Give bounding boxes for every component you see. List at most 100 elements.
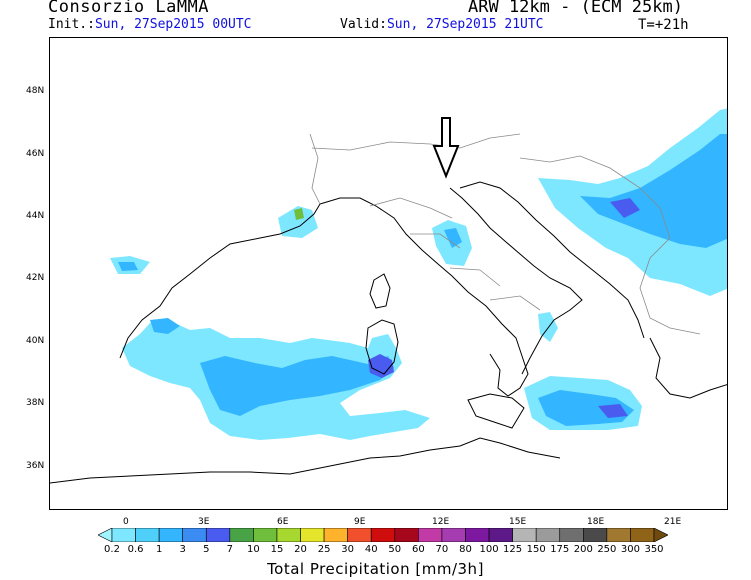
colorbar-swatch — [535, 528, 561, 542]
colorbar-swatch — [347, 528, 372, 542]
coastline-corsica — [369, 273, 391, 309]
valid-value: Sun, 27Sep2015 21UTC — [386, 17, 544, 32]
lon-label: 12E — [432, 517, 450, 527]
colorbar-threshold-label: 3 — [179, 544, 186, 555]
lead-time: T=+21h — [638, 17, 689, 33]
precipitation-areas — [110, 108, 727, 440]
colorbar-swatch — [488, 528, 513, 542]
border-france-italy — [309, 133, 321, 205]
colorbar-swatch — [158, 528, 183, 542]
colorbar-threshold-label: 50 — [388, 544, 402, 555]
lon-label: 15E — [509, 517, 527, 527]
lat-label: 42N — [26, 273, 45, 283]
precip-area-west-med-core — [200, 356, 394, 416]
colorbar-swatch — [394, 528, 419, 542]
precip-area-balearic — [150, 318, 180, 334]
precipitation-map — [49, 37, 728, 510]
colorbar-threshold-label: 70 — [435, 544, 449, 555]
colorbar-threshold-label: 15 — [270, 544, 284, 555]
lon-label: 21E — [664, 517, 682, 527]
lon-label: 0 — [123, 517, 129, 527]
colorbar-threshold-label: 10 — [247, 544, 260, 555]
colorbar-threshold-label: 1 — [155, 544, 163, 555]
colorbar-high-triangle — [653, 528, 668, 542]
colorbar-threshold-label: 80 — [459, 544, 472, 555]
init-label: Init.: — [48, 17, 95, 32]
app-title: Consorzio LaMMA — [48, 0, 210, 17]
colorbar-swatch — [370, 528, 396, 542]
colorbar-swatch — [276, 528, 301, 542]
precip-area-spain-east-core — [118, 262, 138, 271]
colorbar-threshold-label: 0.2 — [104, 544, 120, 555]
colorbar-threshold-label: 25 — [317, 544, 331, 555]
colorbar-swatch — [583, 528, 608, 542]
colorbar-title: Total Precipitation [mm/3h] — [267, 560, 484, 578]
precip-area-balkans-max — [610, 198, 640, 218]
init-time: Init.:Sun, 27Sep2015 00UTC — [48, 17, 252, 32]
colorbar-threshold-label: 200 — [573, 544, 593, 555]
precip-area-balkans-core — [580, 134, 727, 248]
valid-label: Valid: — [340, 17, 387, 32]
lon-label: 18E — [587, 517, 605, 527]
colorbar-swatch — [512, 528, 537, 542]
colorbar-swatch — [606, 528, 631, 542]
lat-label: 40N — [26, 336, 45, 346]
precip-area-sardinia — [368, 354, 394, 378]
init-value: Sun, 27Sep2015 00UTC — [94, 17, 252, 32]
colorbar-threshold-label: 60 — [411, 544, 425, 555]
coastline-greece — [649, 337, 727, 399]
coastline-adriatic-east — [459, 181, 645, 339]
colorbar-threshold-label: 150 — [526, 544, 546, 555]
colorbar-threshold-label: 350 — [644, 544, 664, 555]
border-alps — [311, 133, 521, 151]
coastline-sicily — [467, 393, 525, 429]
colorbar-swatch — [229, 528, 254, 542]
map-canvas — [50, 108, 727, 484]
precip-area-ionian-max — [598, 404, 628, 418]
colorbar-threshold-label: 40 — [364, 544, 378, 555]
lat-label: 46N — [26, 149, 45, 159]
colorbar-threshold-label: 30 — [341, 544, 355, 555]
lat-label: 44N — [26, 211, 45, 221]
coastline-sardinia — [365, 319, 399, 375]
colorbar-swatch — [465, 528, 490, 542]
colorbar-threshold-label: 100 — [479, 544, 499, 555]
model-title: ARW 12km - (ECM 25km) — [468, 0, 683, 17]
colorbar-threshold-label: 250 — [597, 544, 617, 555]
colorbar-swatch — [182, 528, 207, 542]
coastline-italy-west — [319, 197, 529, 397]
colorbar-threshold-label: 20 — [294, 544, 307, 555]
border-balkans — [519, 155, 701, 335]
colorbar-low-triangle — [98, 528, 113, 542]
precip-area-gulf-lion — [278, 206, 318, 238]
colorbar-swatch — [111, 528, 136, 542]
coastlines — [50, 181, 727, 484]
border-regions-italy — [369, 197, 541, 311]
colorbar-swatch — [253, 528, 278, 542]
colorbar-swatch — [135, 528, 160, 542]
borders — [309, 133, 701, 335]
colorbar — [98, 528, 668, 542]
colorbar-swatch — [441, 528, 466, 542]
colorbar-threshold-label: 125 — [503, 544, 523, 555]
colorbar-threshold-label: 0.6 — [127, 544, 144, 555]
colorbar-threshold-label: 300 — [620, 544, 640, 555]
colorbar-swatch — [418, 528, 443, 542]
precip-area-gulf-lion-core — [294, 208, 304, 220]
lat-label: 36N — [26, 461, 45, 471]
lon-label: 9E — [354, 517, 366, 527]
lat-label: 38N — [26, 398, 45, 408]
colorbar-swatch — [205, 528, 231, 542]
valid-time: Valid:Sun, 27Sep2015 21UTC — [340, 17, 544, 32]
precip-area-central-italy-core — [444, 228, 462, 248]
coastline-italy-east — [449, 187, 583, 375]
colorbar-swatch — [630, 528, 655, 542]
lon-label: 6E — [277, 517, 289, 527]
colorbar-swatch — [559, 528, 584, 542]
colorbar-swatch — [300, 528, 325, 542]
colorbar-threshold-label: 175 — [550, 544, 570, 555]
lat-label: 48N — [26, 86, 45, 96]
lon-label: 3E — [198, 517, 210, 527]
colorbar-swatch — [323, 528, 348, 542]
